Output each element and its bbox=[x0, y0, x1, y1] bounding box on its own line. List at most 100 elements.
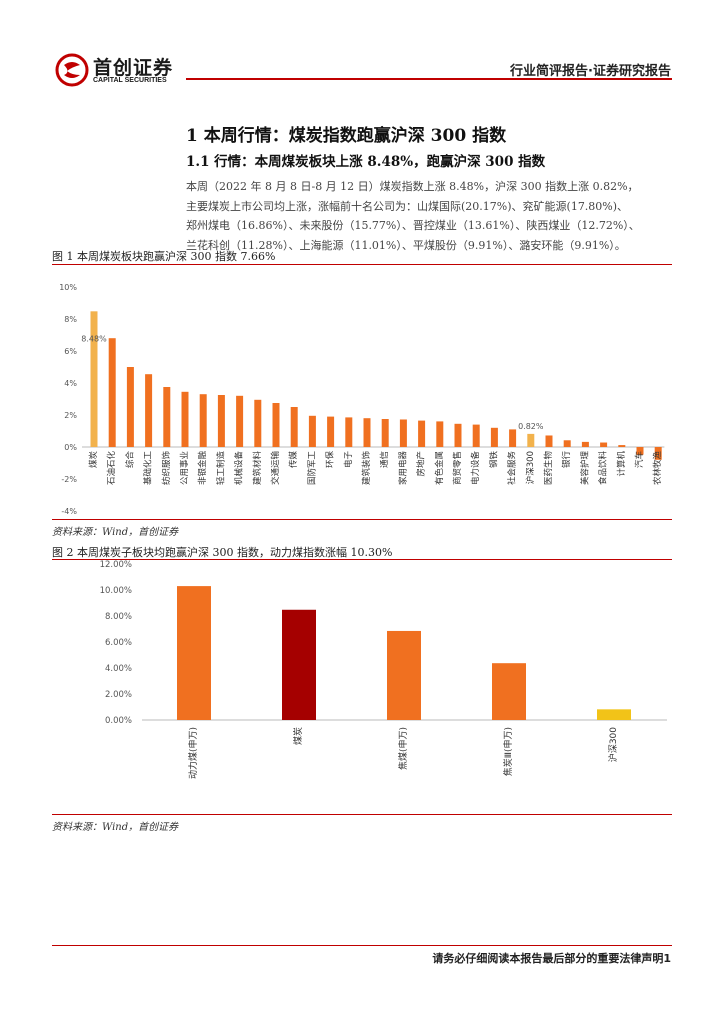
x-category-label: 汽车 bbox=[634, 451, 645, 468]
chart-bar bbox=[636, 447, 644, 455]
x-category-label: 电子 bbox=[343, 451, 354, 469]
chart-bar bbox=[236, 395, 244, 447]
x-category-label: 综合 bbox=[124, 451, 135, 469]
chart-bar bbox=[563, 440, 571, 447]
header-divider bbox=[186, 78, 672, 80]
x-category-label: 焦炭Ⅲ(申万) bbox=[502, 727, 514, 776]
chart-bar bbox=[145, 374, 153, 447]
x-category-label: 银行 bbox=[561, 451, 572, 469]
x-category-label: 轻工制造 bbox=[215, 451, 226, 486]
figure1-bottom-rule bbox=[52, 519, 672, 520]
brand-name: 首创证券 bbox=[93, 57, 174, 79]
chart-bar bbox=[108, 338, 116, 447]
legal-notice-footer: 请务必仔细阅读本报告最后部分的重要法律声明1 bbox=[432, 952, 671, 965]
x-category-label: 煤炭 bbox=[88, 451, 99, 469]
figure1-source: 资料来源：Wind，首创证券 bbox=[52, 527, 179, 538]
chart-bar bbox=[418, 420, 426, 447]
chart-bar bbox=[199, 394, 207, 447]
x-category-label: 沪深300 bbox=[607, 727, 619, 762]
paragraph-line: 郑州煤电（16.86%）、未来股份（15.77%）、晋控煤业（13.61%）、陕… bbox=[186, 219, 640, 232]
x-category-label: 计算机 bbox=[616, 451, 627, 477]
chart-bar bbox=[654, 447, 662, 460]
chart-bar bbox=[509, 429, 517, 447]
chart-bar bbox=[492, 663, 526, 720]
y-tick-label: 8.00% bbox=[105, 612, 132, 622]
brand-logo: 首创证券 CAPITAL SECURITIES bbox=[55, 53, 195, 89]
x-category-label: 煤炭 bbox=[292, 727, 304, 745]
y-tick-label: 6.00% bbox=[105, 638, 132, 648]
x-category-label: 国防军工 bbox=[306, 451, 317, 486]
summary-paragraph: 本周（2022 年 8 月 8 日-8 月 12 日）煤炭指数上涨 8.48%，… bbox=[186, 177, 672, 255]
chart-bar bbox=[600, 442, 608, 447]
x-category-label: 非银金融 bbox=[197, 451, 208, 486]
chart-bar bbox=[327, 416, 335, 447]
chart-bar bbox=[308, 415, 316, 447]
x-category-label: 农林牧渔 bbox=[652, 451, 663, 486]
data-label: 0.82% bbox=[518, 422, 544, 431]
x-category-label: 纺织服饰 bbox=[161, 451, 172, 486]
chart-bar bbox=[454, 423, 462, 447]
y-tick-label: -4% bbox=[61, 507, 77, 516]
chart-bar bbox=[163, 387, 171, 447]
footer-rule bbox=[52, 945, 672, 946]
x-category-label: 公用事业 bbox=[179, 451, 190, 485]
chart-bar bbox=[581, 441, 589, 447]
x-category-label: 食品饮料 bbox=[598, 451, 609, 486]
chart-bar bbox=[387, 630, 421, 720]
y-tick-label: 12.00% bbox=[100, 560, 132, 570]
x-category-label: 动力煤(申万) bbox=[187, 727, 199, 779]
x-category-label: 医药生物 bbox=[543, 451, 554, 486]
brand-mark-icon bbox=[55, 53, 89, 87]
figure2-caption: 图 2 本周煤炭子板块均跑赢沪深 300 指数，动力煤指数涨幅 10.30% bbox=[52, 546, 393, 559]
y-tick-label: 10.00% bbox=[100, 586, 132, 596]
x-category-label: 传媒 bbox=[288, 451, 299, 469]
figure2-bottom-rule bbox=[52, 814, 672, 815]
data-label: 8.48% bbox=[81, 334, 107, 343]
y-tick-label: 2.00% bbox=[105, 690, 132, 700]
x-category-label: 石油石化 bbox=[106, 451, 117, 486]
x-category-label: 通信 bbox=[379, 451, 390, 469]
x-category-label: 机械设备 bbox=[234, 451, 245, 486]
chart-bar bbox=[126, 367, 134, 447]
x-category-label: 沪深300 bbox=[525, 451, 536, 484]
chart-bar bbox=[618, 445, 626, 447]
chart-bar bbox=[381, 419, 389, 447]
x-category-label: 商贸零售 bbox=[452, 451, 463, 485]
chart-bar bbox=[399, 419, 407, 447]
chart-bar bbox=[290, 407, 298, 447]
chart-bar bbox=[527, 433, 535, 447]
x-category-label: 基础化工 bbox=[143, 451, 154, 486]
chart-bar bbox=[345, 417, 353, 447]
chart-bar bbox=[363, 418, 371, 447]
x-category-label: 家用电器 bbox=[397, 451, 408, 486]
chart-bar bbox=[90, 311, 98, 447]
chart-bar bbox=[282, 609, 316, 720]
figure1-top-rule bbox=[52, 264, 672, 265]
chart-bar bbox=[490, 427, 498, 447]
x-category-label: 钢铁 bbox=[488, 451, 499, 469]
figure2-chart: 12.00% 10.00% 8.00% 6.00% 4.00% 2.00% 0.00% 动力煤… bbox=[100, 560, 667, 779]
x-category-label: 电力设备 bbox=[470, 451, 481, 486]
paragraph-line: 兰花科创（11.28%）、上海能源（11.01%）、平煤股份（9.91%）、潞安… bbox=[186, 238, 626, 252]
y-tick-label: 8% bbox=[64, 315, 77, 324]
x-category-label: 房地产 bbox=[416, 451, 427, 477]
y-tick-label: 0% bbox=[64, 443, 77, 452]
y-tick-label: 0.00% bbox=[105, 716, 132, 726]
x-category-label: 建筑装饰 bbox=[361, 451, 372, 486]
brand-name-english: CAPITAL SECURITIES bbox=[93, 77, 167, 84]
y-tick-label: 2% bbox=[64, 411, 77, 420]
chart-bar bbox=[436, 421, 444, 447]
figure1-caption: 图 1 本周煤炭板块跑赢沪深 300 指数 7.66% bbox=[52, 250, 276, 263]
x-category-label: 交通运输 bbox=[270, 451, 281, 486]
y-tick-label: 4% bbox=[64, 379, 77, 388]
chart-bar bbox=[217, 395, 225, 447]
figure1-chart: 10% 8% 6% 4% 2% 0% -2% -4% 煤炭 石油石化 综合 基础化工 纺织服饰 公用事业非… bbox=[59, 283, 665, 516]
x-category-label: 美容护理 bbox=[579, 451, 590, 486]
section-title: 1 本周行情：煤炭指数跑赢沪深 300 指数 bbox=[186, 126, 507, 146]
y-tick-label: 6% bbox=[64, 347, 77, 356]
x-category-label: 社会服务 bbox=[507, 451, 518, 486]
y-tick-label: 4.00% bbox=[105, 664, 132, 674]
chart-bar bbox=[272, 403, 280, 447]
x-category-label: 环保 bbox=[325, 451, 336, 469]
chart-bar bbox=[181, 391, 189, 447]
